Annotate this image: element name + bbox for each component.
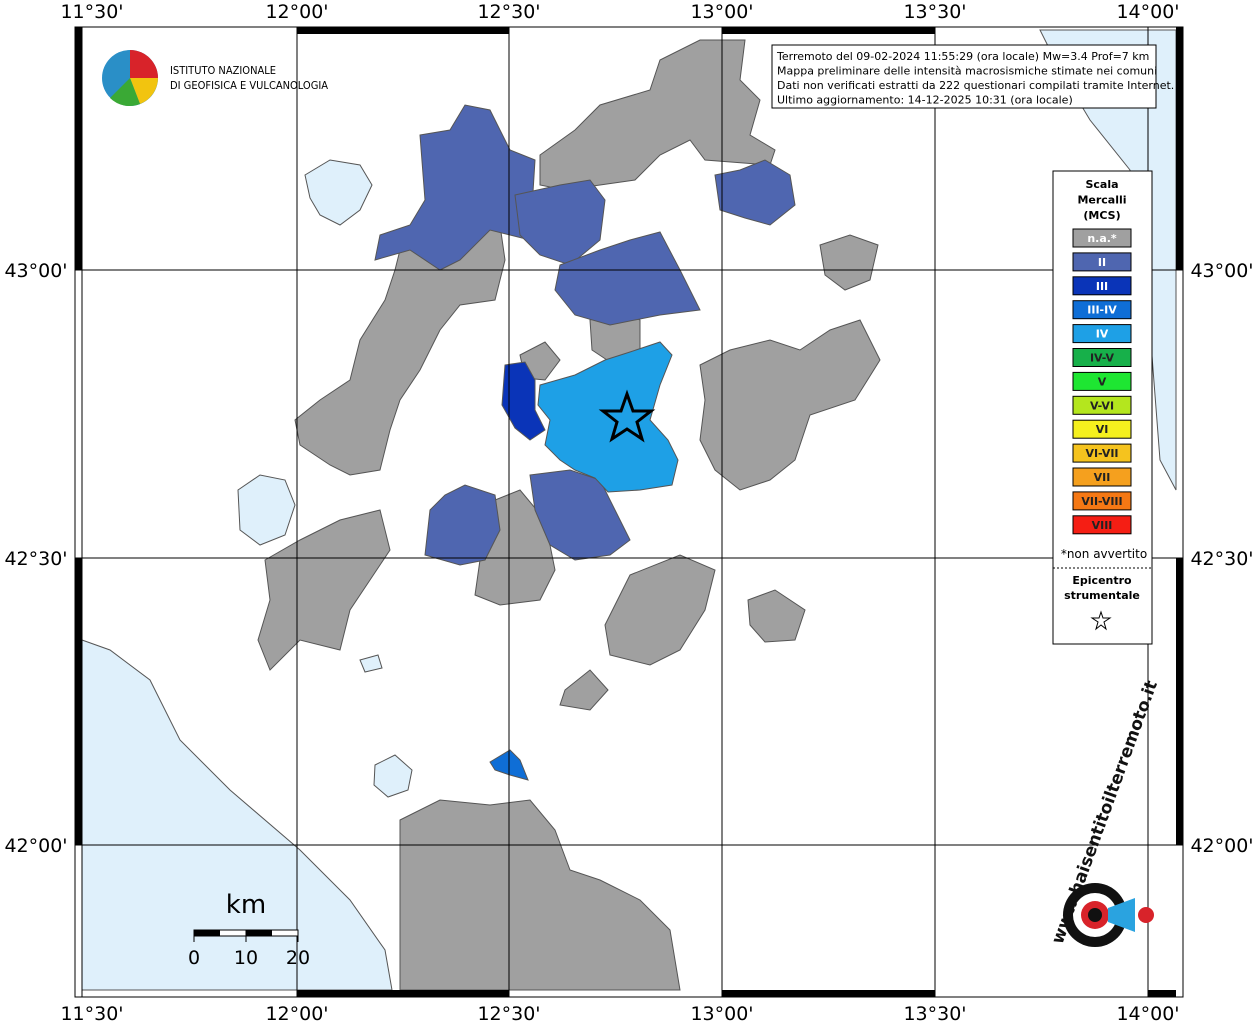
lat-label: 43°00' xyxy=(1190,260,1253,282)
lake xyxy=(304,159,373,226)
scale-bar: km 0 10 20 xyxy=(188,890,310,969)
lat-label: 42°30' xyxy=(1190,548,1253,570)
scale-label: 10 xyxy=(234,947,258,969)
epicenter-star xyxy=(598,389,656,443)
legend-label: II xyxy=(1098,256,1106,269)
legend-label: V xyxy=(1098,375,1107,388)
legend-note: *non avvertito xyxy=(1061,547,1147,561)
scale-label: 0 xyxy=(188,947,200,969)
lake xyxy=(359,654,383,673)
legend-swatch xyxy=(1072,515,1132,535)
map-frame xyxy=(74,26,1184,998)
logo-text: DI GEOFISICA E VULCANOLOGIA xyxy=(170,79,328,92)
ingv-logo: ISTITUTO NAZIONALE DI GEOFISICA E VULCAN… xyxy=(102,50,328,107)
lat-label: 43°00' xyxy=(4,260,67,282)
lon-label: 13°30' xyxy=(903,1003,966,1024)
region xyxy=(819,234,879,291)
lon-label: 12°00' xyxy=(265,1,328,23)
region xyxy=(529,469,631,561)
lon-label: 12°30' xyxy=(477,1003,540,1024)
logo-text: ISTITUTO NAZIONALE xyxy=(170,64,276,77)
legend-label: VII xyxy=(1094,471,1111,484)
legend-swatch xyxy=(1072,276,1132,296)
legend-label: III-IV xyxy=(1087,304,1117,317)
legend-label: n.a.* xyxy=(1087,232,1117,245)
legend-epicenter: Epicentro xyxy=(1072,574,1132,587)
legend-swatch xyxy=(1072,348,1132,367)
lon-label: 14°00' xyxy=(1116,1003,1179,1024)
lat-label: 42°30' xyxy=(4,548,67,570)
legend-title: Mercalli xyxy=(1077,194,1126,207)
lon-label: 12°30' xyxy=(477,1,540,23)
legend-swatch xyxy=(1072,419,1132,439)
lon-label: 14°00' xyxy=(1116,1,1179,23)
legend-swatch xyxy=(1072,228,1132,248)
region xyxy=(604,554,716,666)
legend-epicenter: strumentale xyxy=(1064,589,1140,602)
legend-label: VII-VIII xyxy=(1081,495,1122,508)
region xyxy=(501,361,546,441)
info-line: Terremoto del 09-02-2024 11:55:29 (ora l… xyxy=(776,50,1149,63)
legend-star xyxy=(1090,610,1112,631)
region xyxy=(257,509,391,671)
legend-swatch xyxy=(1072,252,1132,272)
region xyxy=(539,39,776,191)
region xyxy=(747,589,806,643)
legend-title: Scala xyxy=(1085,178,1118,191)
legend-label: VI xyxy=(1096,423,1109,436)
info-box xyxy=(771,44,1157,109)
region xyxy=(514,179,606,266)
legend-swatch xyxy=(1072,324,1132,344)
legend-swatch xyxy=(1072,300,1132,320)
lon-label: 13°30' xyxy=(903,1,966,23)
region xyxy=(554,231,701,326)
lake xyxy=(237,474,296,546)
legend-swatch xyxy=(1072,395,1132,415)
lon-label: 13°00' xyxy=(690,1,753,23)
lake xyxy=(373,754,413,798)
region xyxy=(374,104,536,271)
region xyxy=(399,799,681,991)
lat-label: 42°00' xyxy=(4,835,67,857)
legend-swatch xyxy=(1072,491,1132,511)
region xyxy=(294,224,506,476)
info-line: Ultimo aggiornamento: 14-12-2025 10:31 (… xyxy=(777,94,1073,107)
legend-swatch xyxy=(1072,371,1132,391)
legend-title: (MCS) xyxy=(1083,209,1120,222)
region xyxy=(559,669,609,711)
region xyxy=(714,159,796,226)
scale-label: 20 xyxy=(286,947,310,969)
info-line: Mappa preliminare delle intensità macros… xyxy=(777,65,1157,78)
lat-label: 42°00' xyxy=(1190,835,1253,857)
legend-label: VI-VII xyxy=(1085,447,1118,460)
sea xyxy=(81,639,393,991)
info-line: Dati non verificati estratti da 222 ques… xyxy=(777,79,1174,92)
legend-label: IV-V xyxy=(1090,352,1115,365)
legend-label: V-VI xyxy=(1090,399,1114,412)
lon-label: 13°00' xyxy=(690,1003,753,1024)
scale-unit: km xyxy=(226,890,266,920)
region xyxy=(537,341,679,493)
legend-label: VIII xyxy=(1092,519,1113,532)
legend-label: IV xyxy=(1096,328,1109,341)
legend-swatch xyxy=(1072,443,1132,463)
lon-label: 11°30' xyxy=(60,1,123,23)
legend-swatch xyxy=(1072,467,1132,487)
region xyxy=(699,319,881,491)
lon-label: 11°30' xyxy=(60,1003,123,1024)
lon-label: 12°00' xyxy=(265,1003,328,1024)
legend-label: III xyxy=(1096,280,1108,293)
